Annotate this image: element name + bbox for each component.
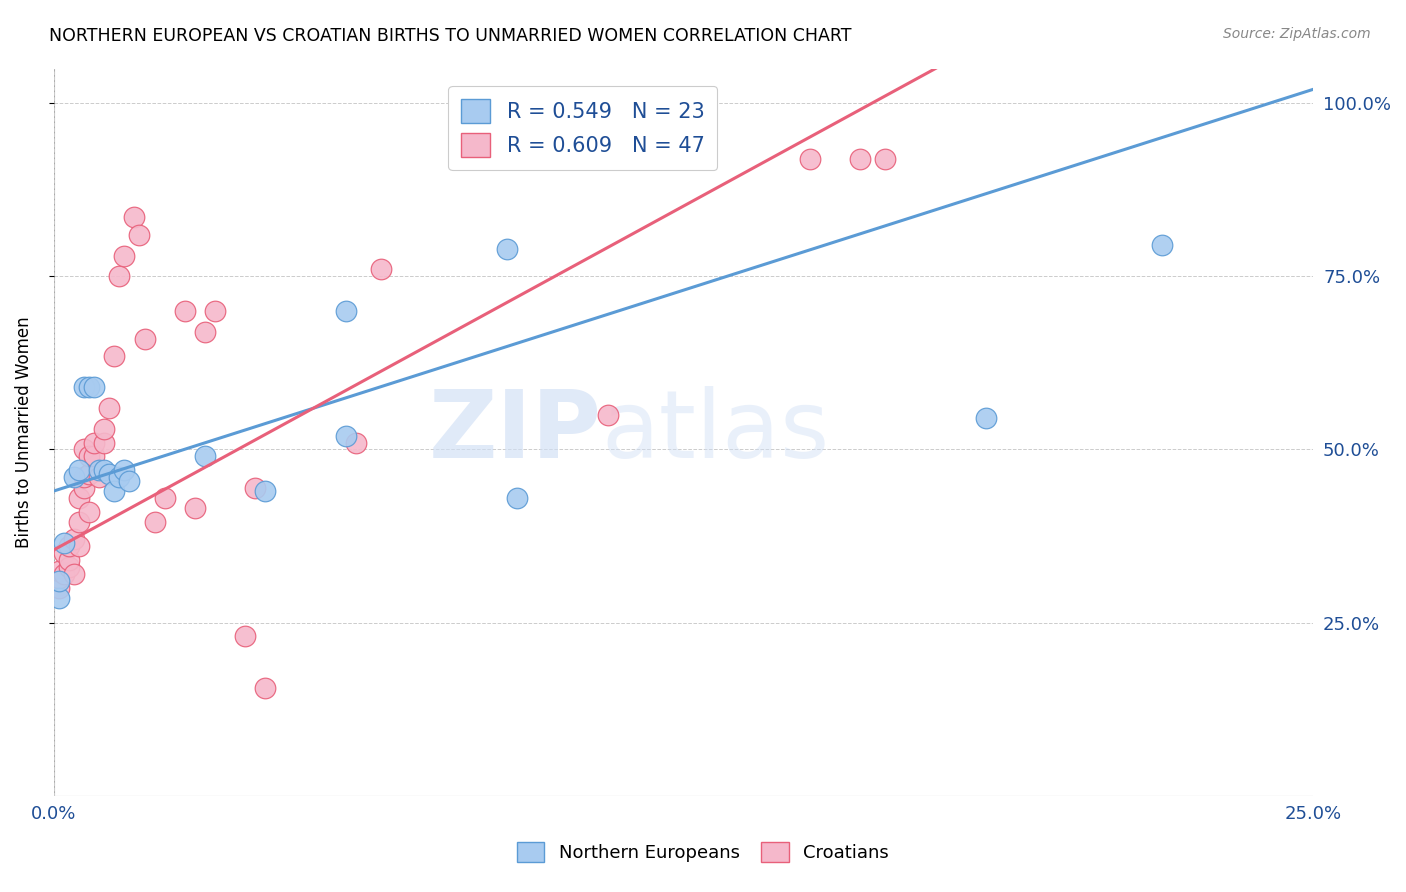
Point	[73, 380, 96, 394]
Point	[245, 481, 267, 495]
Point	[134, 332, 156, 346]
Point	[112, 463, 135, 477]
Point	[48, 564, 70, 578]
Point	[89, 463, 111, 477]
Point	[58, 553, 80, 567]
Point	[77, 467, 100, 481]
Point	[83, 450, 105, 464]
Point	[48, 574, 70, 588]
Point	[103, 483, 125, 498]
Point	[67, 463, 90, 477]
Point	[52, 546, 75, 560]
Point	[93, 435, 115, 450]
Point	[67, 515, 90, 529]
Point	[184, 501, 207, 516]
Text: ZIP: ZIP	[429, 386, 602, 478]
Point	[63, 470, 86, 484]
Point	[194, 325, 217, 339]
Point	[93, 463, 115, 477]
Point	[112, 248, 135, 262]
Point	[93, 422, 115, 436]
Point	[108, 470, 131, 484]
Point	[124, 211, 146, 225]
Point	[52, 536, 75, 550]
Point	[48, 571, 70, 585]
Point	[77, 505, 100, 519]
Point	[370, 262, 392, 277]
Point	[58, 560, 80, 574]
Point	[73, 481, 96, 495]
Text: NORTHERN EUROPEAN VS CROATIAN BIRTHS TO UNMARRIED WOMEN CORRELATION CHART: NORTHERN EUROPEAN VS CROATIAN BIRTHS TO …	[49, 27, 852, 45]
Point	[83, 435, 105, 450]
Point	[204, 304, 226, 318]
Point	[128, 227, 150, 242]
Text: atlas: atlas	[602, 386, 830, 478]
Point	[63, 533, 86, 547]
Point	[89, 470, 111, 484]
Point	[1152, 238, 1174, 252]
Point	[254, 681, 277, 696]
Point	[496, 242, 519, 256]
Point	[233, 630, 256, 644]
Point	[48, 581, 70, 595]
Point	[77, 380, 100, 394]
Point	[254, 483, 277, 498]
Legend: Northern Europeans, Croatians: Northern Europeans, Croatians	[510, 834, 896, 870]
Point	[103, 349, 125, 363]
Point	[173, 304, 195, 318]
Point	[67, 491, 90, 505]
Point	[67, 540, 90, 554]
Point	[506, 491, 529, 505]
Point	[52, 567, 75, 582]
Point	[77, 450, 100, 464]
Point	[799, 152, 821, 166]
Y-axis label: Births to Unmarried Women: Births to Unmarried Women	[15, 317, 32, 548]
Point	[153, 491, 176, 505]
Point	[118, 474, 141, 488]
Point	[83, 380, 105, 394]
Point	[849, 152, 872, 166]
Point	[108, 269, 131, 284]
Point	[873, 152, 896, 166]
Point	[63, 567, 86, 582]
Point	[98, 467, 121, 481]
Text: Source: ZipAtlas.com: Source: ZipAtlas.com	[1223, 27, 1371, 41]
Point	[98, 401, 121, 415]
Point	[143, 515, 166, 529]
Point	[73, 442, 96, 457]
Point	[58, 540, 80, 554]
Point	[194, 450, 217, 464]
Point	[73, 470, 96, 484]
Legend: R = 0.549   N = 23, R = 0.609   N = 47: R = 0.549 N = 23, R = 0.609 N = 47	[449, 87, 717, 169]
Point	[344, 435, 367, 450]
Point	[596, 408, 619, 422]
Point	[335, 428, 357, 442]
Point	[496, 152, 519, 166]
Point	[335, 304, 357, 318]
Point	[974, 411, 997, 425]
Point	[48, 591, 70, 606]
